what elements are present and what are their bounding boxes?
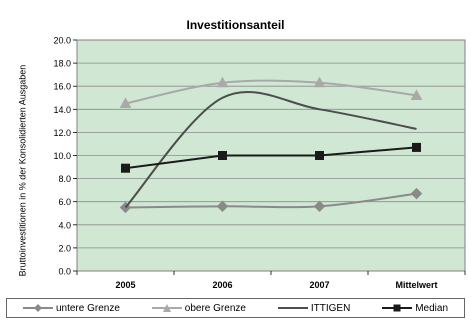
legend-label: untere Grenze [55,302,120,314]
legend-swatch-median [382,304,413,312]
data-point-untere-grenze [216,200,229,213]
y-tick-label: 20.0 [53,36,71,46]
data-point-median [218,151,227,160]
series-line-obere-grenze [125,79,417,105]
x-tick-label: Mittelwert [395,280,437,290]
legend: untere Grenze obere Grenze ITTIGEN Median [6,298,465,318]
y-tick-label: 14.0 [53,105,71,115]
y-tick-label: 18.0 [53,59,71,69]
legend-swatch-untere-grenze [22,304,53,312]
legend-item-untere-grenze: untere Grenze [22,302,120,314]
data-point-obere-grenze [119,97,132,109]
data-point-median [412,142,421,152]
legend-item-median: Median [382,303,448,314]
legend-swatch-ittigen [277,307,308,309]
y-tick-label: 4.0 [58,220,71,230]
series-line-ittigen [124,90,417,209]
legend-label: obere Grenze [184,302,246,314]
y-tick-label: 10.0 [53,151,71,161]
series-line-median [125,146,417,170]
x-tick-label: 2007 [309,280,329,290]
y-tick-label: 2.0 [58,243,71,253]
y-tick-label: 6.0 [58,197,71,207]
x-tick-label: 2006 [212,280,232,290]
data-point-obere-grenze [313,76,326,88]
data-point-median [315,151,324,160]
series-line-untere-grenze [125,192,417,209]
chart-title: Investitionsanteil [186,18,285,32]
legend-item-ittigen: ITTIGEN [277,302,351,314]
y-tick-label: 12.0 [53,128,71,138]
data-point-obere-grenze [216,76,229,88]
legend-label: Median [415,302,449,314]
legend-label: ITTIGEN [310,302,351,314]
data-point-untere-grenze [313,200,326,213]
data-point-obere-grenze [410,89,423,100]
y-tick-label: 0.0 [58,267,71,277]
data-point-median [121,163,130,173]
legend-swatch-obere-grenze [151,304,182,312]
legend-item-obere-grenze: obere Grenze [151,302,246,314]
x-tick-label: 2005 [115,280,135,290]
y-tick-label: 8.0 [58,174,71,184]
data-point-untere-grenze [410,187,423,200]
y-tick-label: 16.0 [53,82,71,92]
